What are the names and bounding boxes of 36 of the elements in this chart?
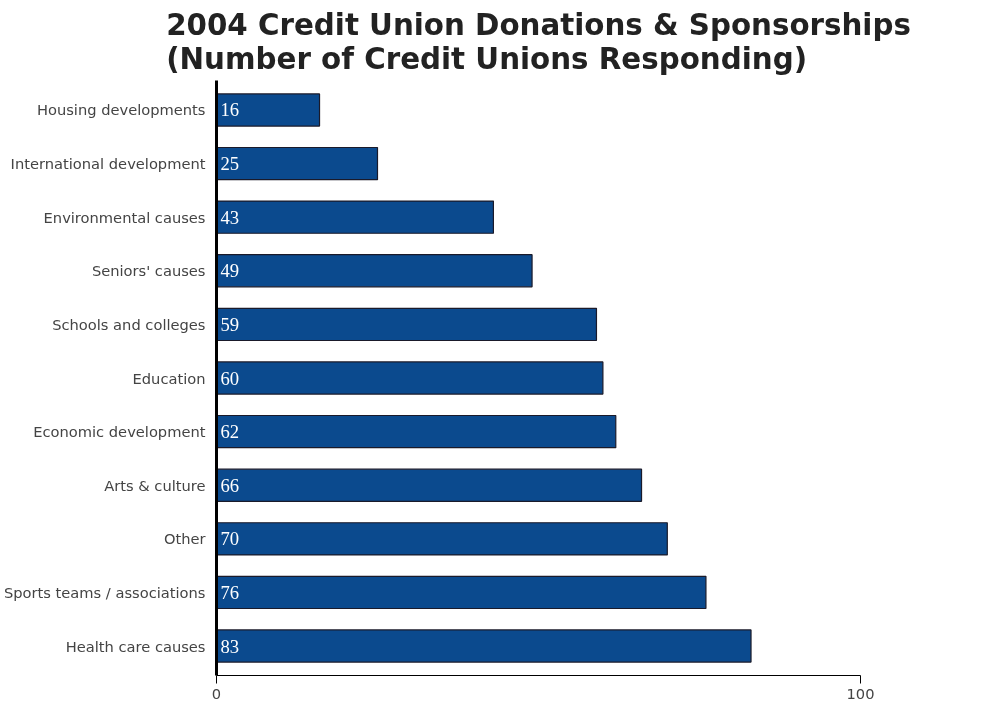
bar [216, 200, 495, 234]
bar [216, 414, 617, 449]
bar [216, 629, 752, 663]
bar [216, 522, 668, 556]
x-tick-label: 0 [211, 684, 222, 702]
bar [216, 307, 598, 342]
bar [216, 146, 379, 181]
chart-title: 2004 Credit Union Donations & Sponsorships (Number of Credit Unions Responding) [166, 7, 911, 76]
y-tick-label: Environmental causes [43, 208, 206, 226]
bar [216, 575, 707, 610]
data-label: 62 [220, 421, 240, 443]
y-tick-label: Arts & culture [104, 476, 206, 494]
data-label: 66 [220, 474, 240, 496]
y-tick-label: Economic development [33, 423, 206, 441]
data-label: 76 [220, 581, 240, 603]
y-tick-label: Seniors' causes [91, 262, 206, 280]
data-label: 83 [220, 635, 240, 657]
x-tick-label: 100 [846, 684, 875, 702]
y-tick-label: International development [10, 155, 206, 173]
bar [216, 93, 321, 127]
data-label: 25 [220, 153, 240, 175]
data-label: 60 [220, 367, 240, 389]
data-label: 43 [220, 206, 240, 228]
y-tick-label: Health care causes [65, 637, 206, 655]
bar [216, 468, 643, 502]
y-tick-label: Education [132, 369, 206, 387]
y-tick-label: Sports teams / associations [3, 583, 206, 601]
y-tick-label: Other [163, 530, 207, 548]
data-label: 49 [220, 260, 240, 282]
y-tick-label: Housing developments [36, 101, 206, 119]
data-label: 70 [220, 528, 240, 550]
bar [216, 361, 604, 395]
data-label: 59 [220, 313, 240, 335]
bar [216, 254, 533, 288]
data-label: 16 [220, 99, 240, 121]
y-tick-label: Schools and colleges [52, 315, 206, 333]
